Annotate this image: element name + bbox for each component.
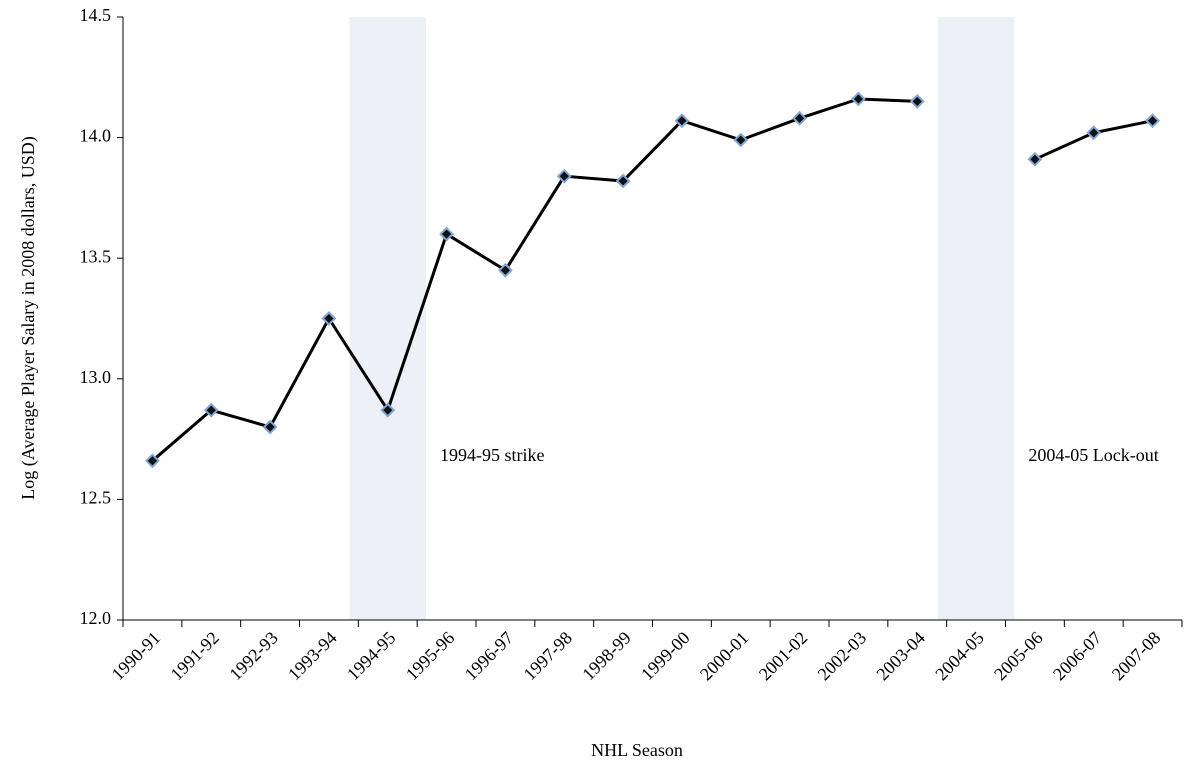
marker [909,94,925,109]
marker [262,419,278,435]
x-tick-label: 1996-97 [461,628,518,685]
y-axis-label: Log (Average Player Salary in 2008 dolla… [18,136,39,500]
x-tick-label: 2002-03 [814,628,871,685]
x-tick-label: 2007-08 [1108,628,1165,685]
x-tick-label: 2001-02 [755,628,812,685]
x-tick-label: 1994-95 [343,628,400,685]
annotation: 1994-95 strike [440,445,544,465]
y-tick-label: 13.0 [80,367,112,387]
x-tick-label: 1990-91 [108,628,165,685]
x-tick-label: 1992-93 [225,628,282,685]
marker [674,113,690,129]
marker [615,173,631,189]
marker [321,311,337,326]
x-tick-label: 1999-00 [637,628,694,685]
x-tick-label: 2004-05 [931,628,988,685]
y-tick-label: 14.0 [80,126,112,146]
x-axis-label: NHL Season [591,740,683,760]
x-tick-label: 1991-92 [166,628,223,685]
x-tick-label: 2005-06 [990,628,1047,685]
x-tick-label: 1993-94 [284,628,341,685]
marker [498,262,513,278]
marker [851,91,866,107]
marker [1027,151,1043,167]
x-tick-label: 2006-07 [1049,628,1106,685]
marker [556,168,572,184]
y-tick-label: 12.5 [80,488,112,508]
y-tick-label: 13.5 [80,246,112,266]
marker [145,453,160,469]
x-tick-label: 1995-96 [402,628,459,685]
marker [203,402,219,418]
shaded-region [349,17,426,620]
x-tick-label: 1998-99 [578,628,635,685]
y-tick-label: 14.5 [80,5,112,25]
marker [792,110,807,126]
annotation: 2004-05 Lock-out [1028,445,1158,465]
marker [439,226,454,242]
shaded-region [937,17,1015,620]
marker [380,402,396,418]
x-tick-label: 2000-01 [696,628,753,685]
marker [733,132,749,148]
marker [1086,125,1102,141]
x-tick-label: 1997-98 [519,628,576,685]
marker [1145,113,1160,129]
x-tick-label: 2003-04 [872,628,929,685]
y-tick-label: 12.0 [80,608,112,628]
